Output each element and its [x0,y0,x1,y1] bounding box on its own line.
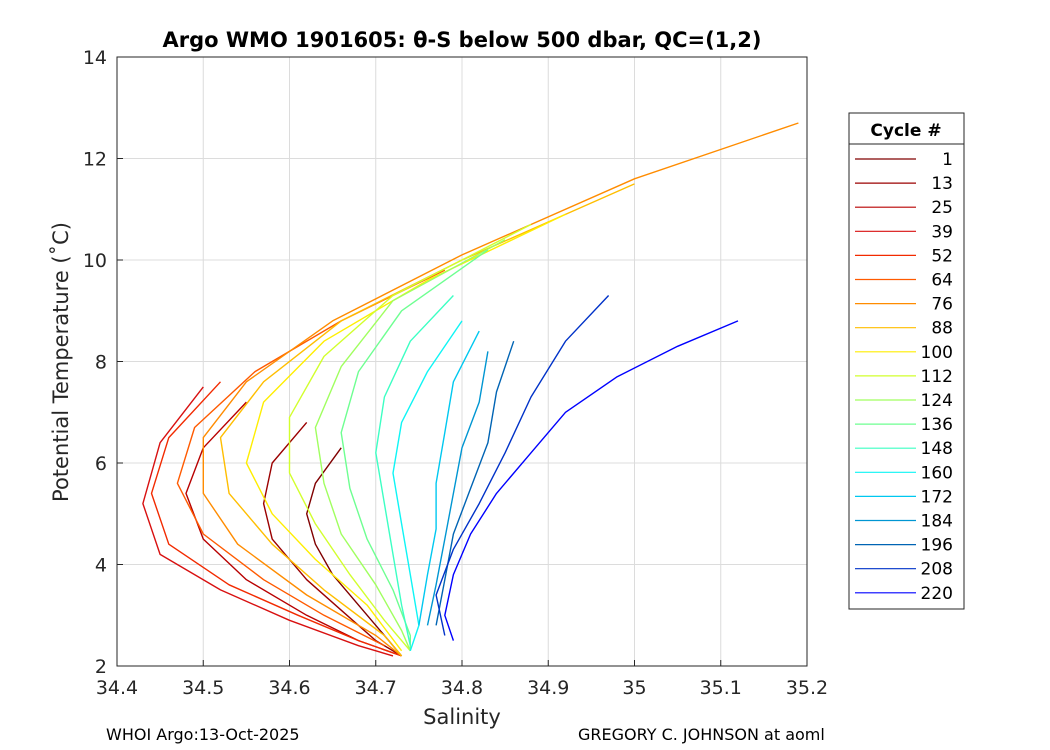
legend: Cycle # 1 13 25 39 52 64 76 88 100 112 124 136 148 16… [848,112,965,610]
y-tick-label: 4 [95,555,107,577]
legend-label-136: 136 [921,415,953,435]
x-tick-label: 34.6 [268,677,310,699]
x-tick-label: 35.1 [700,677,742,699]
x-axis-label: Salinity [423,705,501,729]
series-line-9 [288,223,532,652]
y-tick-label: 10 [83,250,107,272]
legend-label-1: 1 [942,150,953,170]
y-tick-label: 8 [95,352,107,374]
legend-label-39: 39 [931,222,953,242]
series-line-6 [202,122,799,657]
x-tick-label: 34.5 [182,677,224,699]
legend-label-172: 172 [921,487,953,507]
footer-left: WHOI Argo:13-Oct-2025 [106,725,300,744]
legend-label-52: 52 [931,246,953,266]
series-line-14 [418,330,480,626]
legend-label-64: 64 [931,271,953,291]
x-tick-label: 35 [622,677,646,699]
series-line-15 [426,351,489,626]
legend-label-184: 184 [921,512,953,532]
y-tick-label: 2 [95,656,107,678]
series-line-4 [150,381,402,657]
legend-label-148: 148 [921,439,953,459]
chart-title: Argo WMO 1901605: θ-S below 500 dbar, QC… [163,28,762,52]
legend-entries: 1 13 25 39 52 64 76 88 100 112 124 136 148 160 172 184 1… [855,150,953,604]
x-tick-label: 34.4 [96,677,138,699]
y-tick-label: 6 [95,453,107,475]
x-axis: 34.4 34.5 34.6 34.7 34.8 34.9 35 35.1 35.2 [96,660,828,699]
legend-label-25: 25 [931,198,953,218]
legend-label-124: 124 [921,391,953,411]
legend-label-13: 13 [931,174,953,194]
x-tick-label: 34.7 [355,677,397,699]
series-group [142,122,799,657]
footer-right: GREGORY C. JOHNSON at aoml [578,725,825,744]
legend-label-100: 100 [921,343,953,363]
x-tick-label: 34.8 [441,677,483,699]
series-line-18 [444,320,739,641]
x-tick-label: 34.9 [527,677,569,699]
series-line-3 [142,386,394,657]
legend-label-220: 220 [921,584,953,604]
series-line-12 [375,295,454,646]
y-tick-label: 14 [83,47,107,69]
series-line-5 [176,269,446,647]
legend-label-208: 208 [921,560,953,580]
series-line-0 [306,447,403,657]
series-line-13 [392,320,463,652]
legend-title: Cycle # [870,121,941,141]
legend-label-112: 112 [921,367,953,387]
legend-label-88: 88 [931,319,953,339]
series-line-16 [435,340,515,626]
series-line-10 [314,239,506,652]
x-tick-label: 35.2 [786,677,828,699]
legend-label-160: 160 [921,463,953,483]
legend-box [848,112,965,610]
legend-label-76: 76 [931,295,953,315]
y-axis: 2 4 6 8 10 12 14 [83,47,123,678]
series-line-17 [435,295,610,636]
legend-label-196: 196 [921,536,953,556]
y-tick-label: 12 [83,149,107,171]
y-axis-label: Potential Temperature (˚C) [49,222,73,502]
